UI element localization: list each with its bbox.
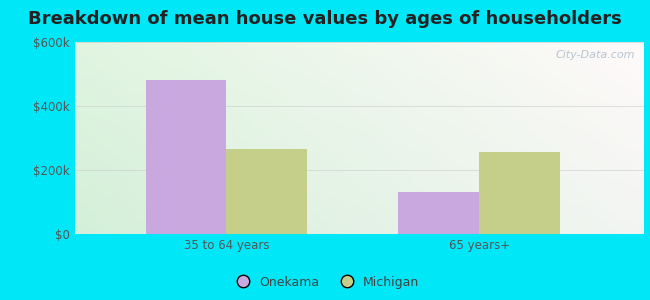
Bar xyxy=(226,149,307,234)
Bar xyxy=(398,192,479,234)
Bar xyxy=(479,152,560,234)
Bar xyxy=(146,80,226,234)
Text: City-Data.com: City-Data.com xyxy=(556,50,635,60)
Legend: Onekama, Michigan: Onekama, Michigan xyxy=(226,271,424,294)
Text: Breakdown of mean house values by ages of householders: Breakdown of mean house values by ages o… xyxy=(28,11,622,28)
